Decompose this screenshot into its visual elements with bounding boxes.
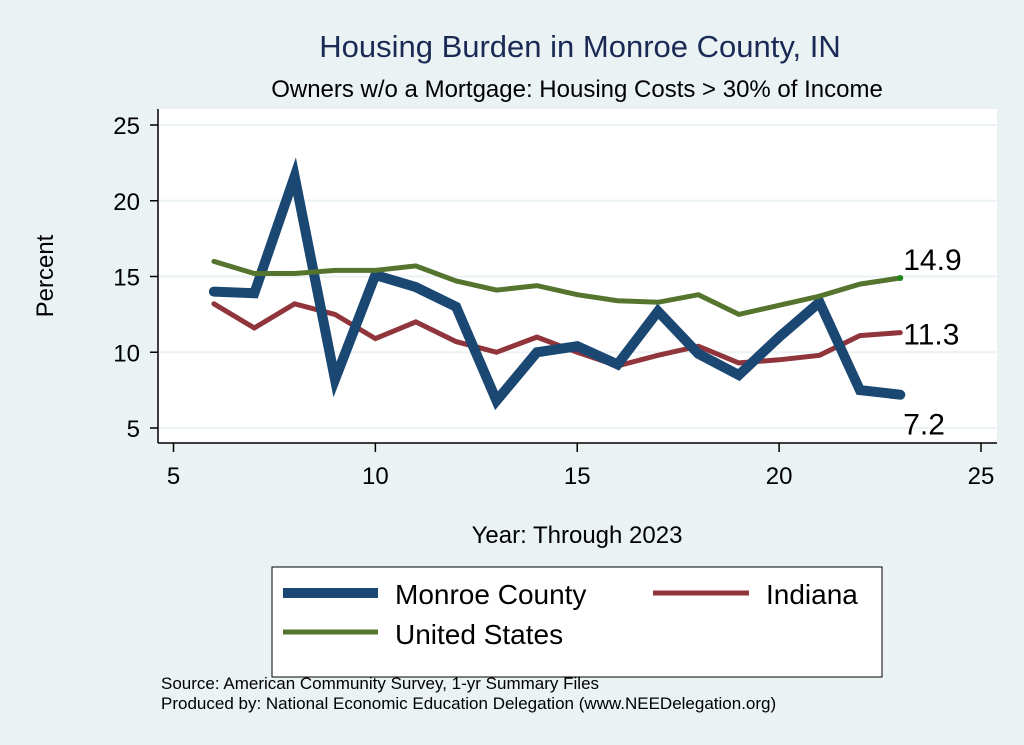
legend: Monroe County Indiana United States: [271, 566, 883, 678]
end-labels: 7.2 11.3 14.9: [903, 244, 961, 442]
end-label-united-states: 14.9: [903, 244, 961, 277]
legend-label-united-states: United States: [395, 619, 563, 650]
x-tick-label: 20: [766, 463, 793, 490]
x-tick-label: 5: [167, 463, 180, 490]
x-tick-label: 15: [564, 463, 591, 490]
end-label-monroe-county: 7.2: [903, 409, 945, 442]
y-axis-title: Percent: [32, 234, 59, 317]
x-ticks: 5 10 15 20 25: [167, 443, 995, 490]
y-tick-label: 10: [113, 340, 140, 367]
y-tick-label: 25: [113, 113, 140, 140]
x-axis-title: Year: Through 2023: [472, 522, 683, 549]
series-end-marker-united-states: [897, 275, 904, 282]
y-tick-label: 20: [113, 189, 140, 216]
legend-label-monroe-county: Monroe County: [395, 579, 586, 610]
legend-label-indiana: Indiana: [766, 579, 858, 610]
y-tick-label: 15: [113, 265, 140, 292]
series-line-monroe-county: [208, 157, 906, 411]
source-note: Source: American Community Survey, 1-yr …: [161, 674, 599, 693]
chart-title: Housing Burden in Monroe County, IN: [319, 29, 841, 64]
x-tick-label: 10: [362, 463, 389, 490]
producer-note: Produced by: National Economic Education…: [161, 694, 776, 713]
legend-box: [271, 566, 883, 678]
y-tick-label: 5: [127, 416, 140, 443]
end-label-indiana: 11.3: [903, 319, 959, 352]
series-layer: [208, 157, 906, 411]
x-tick-label: 25: [968, 463, 995, 490]
chart-subtitle: Owners w/o a Mortgage: Housing Costs > 3…: [271, 76, 883, 103]
series-line-united-states: [211, 258, 903, 318]
y-ticks: 5 10 15 20 25: [113, 113, 158, 443]
